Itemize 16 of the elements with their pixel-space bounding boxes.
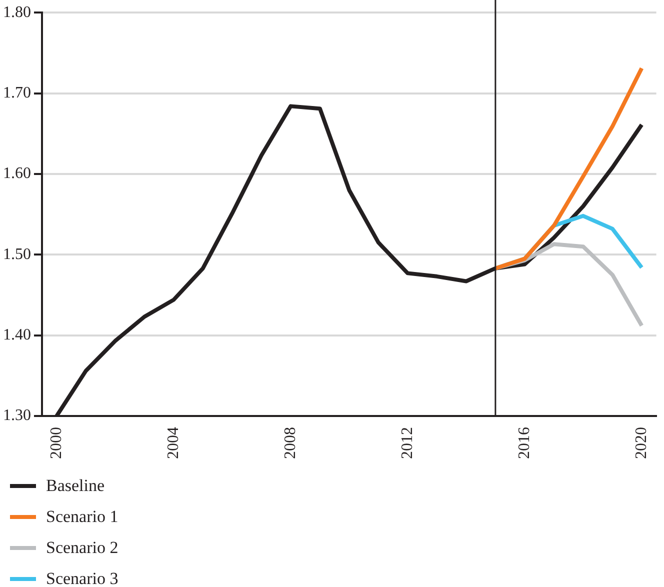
x-tick-label: 2020	[632, 427, 650, 459]
legend-label: Scenario 2	[46, 538, 118, 558]
y-tick-label: 1.80	[3, 4, 31, 21]
y-tick-label: 1.60	[3, 165, 31, 182]
x-tick-label: 2008	[282, 427, 299, 459]
x-tick-label: 2000	[48, 427, 65, 459]
y-tick-label: 1.50	[3, 246, 31, 263]
y-tick-label: 1.70	[3, 84, 31, 102]
legend-label: Scenario 1	[46, 506, 118, 526]
x-tick-label: 2016	[516, 427, 533, 459]
legend-label: Baseline	[46, 476, 105, 496]
legend-label: Scenario 3	[46, 568, 118, 587]
x-tick-label: 2004	[164, 427, 182, 459]
y-tick-label: 1.40	[3, 326, 31, 344]
x-tick-label: 2012	[398, 427, 416, 459]
y-tick-label: 1.30	[3, 407, 31, 424]
